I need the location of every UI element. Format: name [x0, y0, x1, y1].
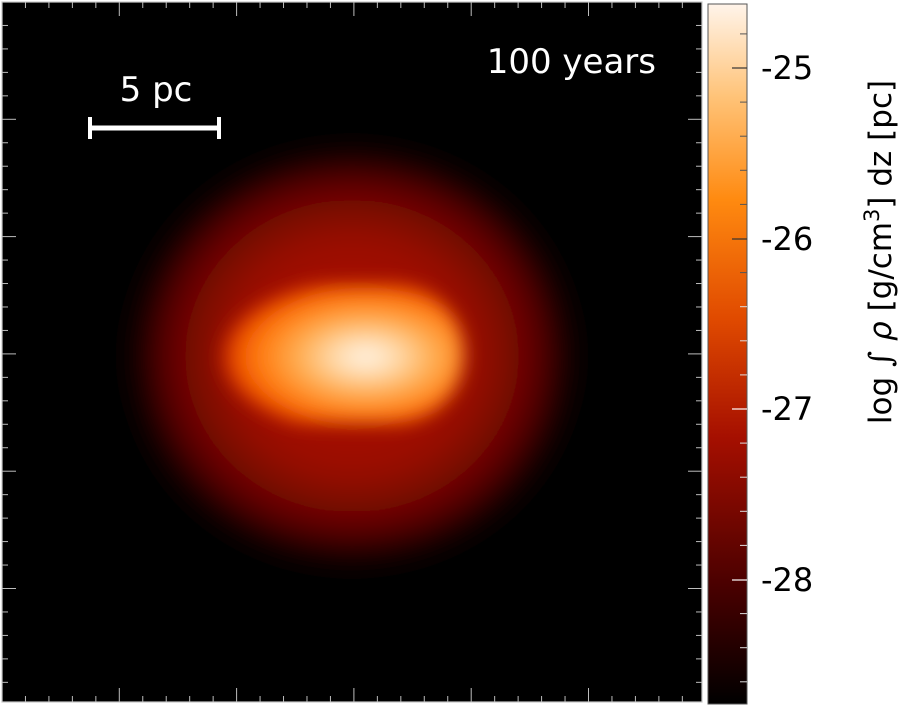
image-frame — [1, 1, 703, 703]
colorbar-label: log ∫ ρ [g/cm3] dz [pc] — [860, 80, 899, 424]
scale-bar: 5 pc — [88, 70, 221, 139]
colorbar-tick-label: -25 — [761, 49, 813, 87]
colorbar-tick-label: -28 — [761, 561, 813, 599]
colorbar-tick-label: -26 — [761, 220, 813, 258]
density-image — [2, 2, 702, 702]
scale-bar-label: 5 pc — [120, 70, 193, 110]
colorbar: -25 -26 -27 -28 log ∫ ρ [g/cm3] dz [pc] — [707, 3, 899, 705]
colorbar-gradient — [707, 3, 748, 705]
inner-core — [206, 284, 464, 424]
time-label: 100 years — [487, 42, 656, 82]
axis-ticks — [2, 2, 702, 702]
colorbar-tick-label: -27 — [761, 390, 813, 428]
colorbar-minor-ticks — [740, 33, 747, 683]
